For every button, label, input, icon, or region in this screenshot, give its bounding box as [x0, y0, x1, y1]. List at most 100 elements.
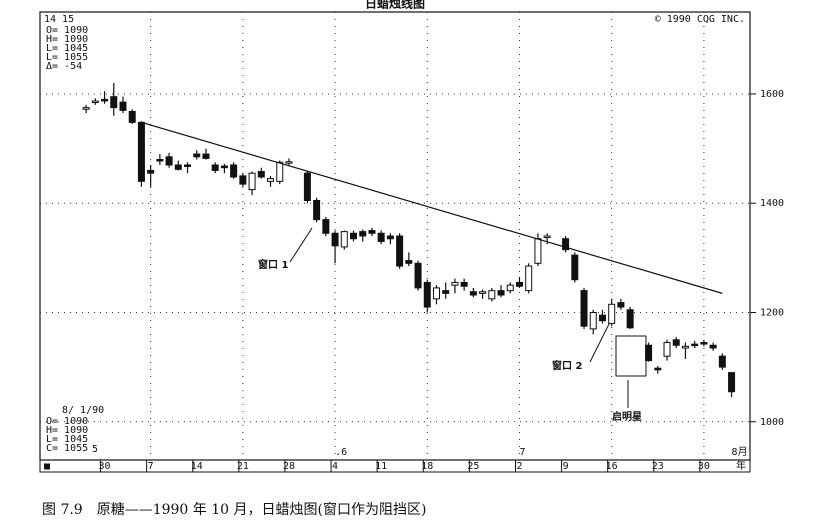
candle-body [479, 291, 487, 294]
candle-body [451, 281, 459, 286]
candle-body [350, 232, 358, 240]
candle-body [691, 343, 699, 347]
x-tick-label: 4 [332, 461, 338, 472]
month-label: .6 [335, 447, 347, 458]
header-left: 14 15 [44, 14, 74, 25]
candle-body [497, 290, 505, 296]
candle-body [91, 100, 99, 104]
month-label: 8月 [732, 446, 748, 458]
candle-body [617, 302, 625, 308]
candle-body [396, 235, 404, 267]
candle-body [460, 281, 468, 287]
candle-body [469, 291, 477, 296]
candle-body [156, 159, 164, 162]
info-extra: 5 [92, 444, 98, 455]
candle-body [432, 287, 440, 300]
candle-body [193, 153, 201, 158]
candle-body [110, 96, 118, 109]
candle-body [257, 171, 265, 178]
x-tick-label: 18 [421, 461, 433, 472]
candle-body [276, 161, 284, 182]
candle-body [423, 281, 431, 308]
x-tick-label: 23 [652, 461, 664, 472]
month-label: 7 [519, 447, 525, 458]
arrow-1 [289, 227, 313, 263]
candle-body [571, 254, 579, 281]
x-tick-label: 21 [237, 461, 249, 472]
y-tick-label: 1400 [760, 198, 784, 209]
candle-body [405, 260, 413, 264]
candle-body [718, 355, 726, 368]
plot-frame [39, 11, 751, 461]
info-line: C= 1055 [46, 443, 88, 454]
candle-body [442, 290, 450, 294]
candle-body [119, 101, 127, 111]
candle-body [303, 172, 311, 201]
candle-body [728, 372, 736, 393]
candle-body [608, 303, 616, 324]
candle-body [386, 235, 394, 240]
info-date: 8/ 1/90 [62, 405, 104, 416]
y-tick-label: 1200 [760, 307, 784, 318]
star-box [615, 335, 647, 377]
candle-body [562, 238, 570, 251]
candle-body [147, 169, 155, 174]
candle-body [239, 175, 247, 185]
candle-body [488, 290, 496, 300]
candle-body [322, 219, 330, 234]
candle-body [340, 231, 348, 248]
y-tick-label: 1000 [760, 417, 784, 428]
candle-body [211, 164, 219, 171]
candle-body [534, 238, 542, 264]
info-line: L= 1045 [46, 43, 88, 54]
info-line: Δ= -54 [46, 61, 82, 72]
candle-body [220, 165, 228, 169]
candle-body [681, 345, 689, 349]
arrow-2 [589, 319, 612, 363]
candle-body [377, 232, 385, 242]
candle-body [101, 98, 109, 102]
candle-body [525, 265, 533, 292]
candle-body [709, 344, 717, 349]
candle-body [580, 290, 588, 327]
axis-end-label: 年 [736, 459, 746, 472]
candle-body [663, 342, 671, 357]
candle-body [515, 281, 523, 287]
date-strip [39, 459, 751, 473]
candle-body [331, 232, 339, 247]
candle-body [598, 314, 606, 322]
candle-body [654, 367, 662, 371]
info-line: H= 1090 [46, 34, 88, 45]
candle-body [359, 231, 367, 237]
annotation: 窗口 1 [258, 258, 288, 271]
info-line: O= 1090 [46, 416, 88, 427]
trend-line [141, 121, 723, 294]
annotation: 启明星 [612, 410, 642, 423]
candle-body [700, 342, 708, 345]
candle-body [267, 178, 275, 182]
x-tick-label: 7 [148, 461, 154, 472]
candle-body [174, 164, 182, 170]
candle-body [645, 344, 653, 362]
info-line: L= 1055 [46, 52, 88, 63]
x-tick-label: 11 [375, 461, 387, 472]
candle-body [165, 156, 173, 166]
candle-body [230, 164, 238, 178]
info-line: O= 1090 [46, 25, 88, 36]
candle-body [184, 164, 192, 167]
candle-body [248, 172, 256, 191]
candle-body [543, 235, 551, 238]
x-tick-label: 30 [698, 461, 710, 472]
corner-mark: ■ [44, 461, 50, 472]
candle-body [589, 311, 597, 330]
candle-body [368, 230, 376, 234]
x-tick-label: 14 [191, 461, 203, 472]
y-tick-label: 1600 [760, 89, 784, 100]
x-tick-label: 28 [283, 461, 295, 472]
annotation: 窗口 2 [552, 359, 582, 372]
candle-body [506, 284, 514, 292]
candle-body [672, 339, 680, 346]
x-tick-label: 2 [516, 461, 522, 472]
info-line: H= 1090 [46, 425, 88, 436]
candle-body [285, 161, 293, 164]
